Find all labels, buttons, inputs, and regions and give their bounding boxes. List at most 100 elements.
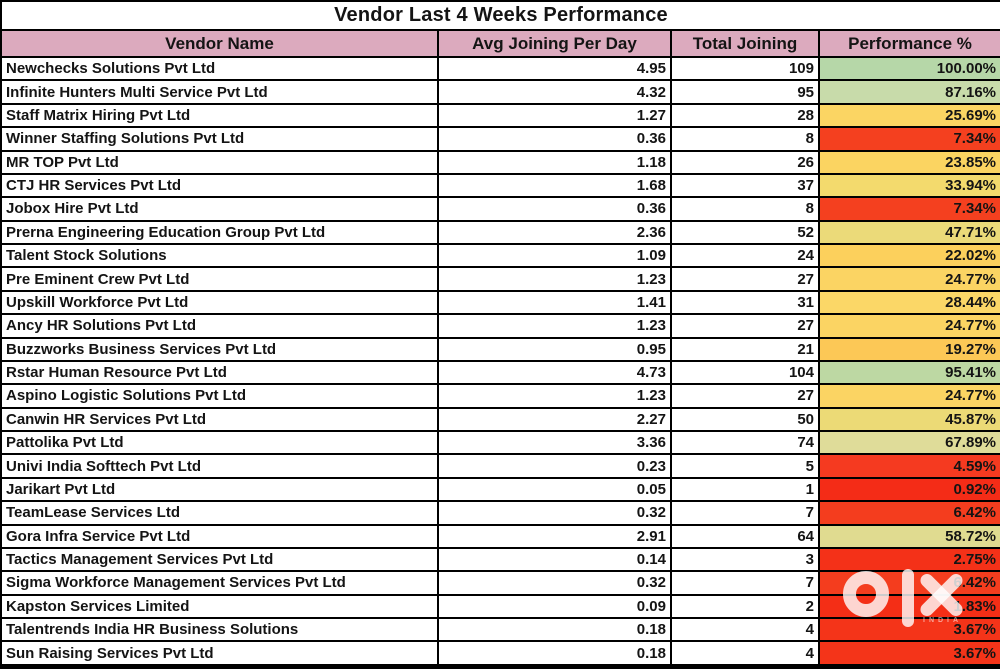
avg-joining-cell: 1.23 xyxy=(437,266,672,292)
total-joining-cell: 27 xyxy=(670,266,820,292)
table-row: Tactics Management Services Pvt Ltd 0.14… xyxy=(0,546,1000,573)
table-row: Sun Raising Services Pvt Ltd 0.18 4 3.67… xyxy=(0,640,1000,666)
vendor-name-cell: TeamLease Services Ltd xyxy=(0,500,439,526)
avg-joining-cell: 1.09 xyxy=(437,242,672,269)
performance-cell: 7.34% xyxy=(818,126,1000,152)
performance-cell: 1.83% xyxy=(818,593,1000,620)
table-row: Talentrends India HR Business Solutions … xyxy=(0,616,1000,643)
total-joining-cell: 104 xyxy=(670,359,820,386)
avg-joining-cell: 1.23 xyxy=(437,383,672,409)
page-title: Vendor Last 4 Weeks Performance xyxy=(0,0,1000,31)
avg-joining-cell: 1.68 xyxy=(437,172,672,199)
total-joining-cell: 74 xyxy=(670,429,820,456)
table-row: Prerna Engineering Education Group Pvt L… xyxy=(0,219,1000,246)
vendor-name-cell: Sun Raising Services Pvt Ltd xyxy=(0,640,439,666)
total-joining-cell: 52 xyxy=(670,219,820,246)
column-header-performance: Performance % xyxy=(818,29,1000,58)
performance-cell: 45.87% xyxy=(818,406,1000,433)
table-row: Winner Staffing Solutions Pvt Ltd 0.36 8… xyxy=(0,126,1000,152)
table-row: Pre Eminent Crew Pvt Ltd 1.23 27 24.77% xyxy=(0,266,1000,292)
performance-cell: 95.41% xyxy=(818,359,1000,386)
avg-joining-cell: 4.95 xyxy=(437,55,672,82)
performance-cell: 6.42% xyxy=(818,570,1000,596)
total-joining-cell: 5 xyxy=(670,453,820,479)
table-row: Univi India Softtech Pvt Ltd 0.23 5 4.59… xyxy=(0,453,1000,479)
table-row: Aspino Logistic Solutions Pvt Ltd 1.23 2… xyxy=(0,383,1000,409)
vendor-name-cell: Canwin HR Services Pvt Ltd xyxy=(0,406,439,433)
avg-joining-cell: 0.36 xyxy=(437,196,672,222)
performance-cell: 2.75% xyxy=(818,546,1000,573)
table-row: Infinite Hunters Multi Service Pvt Ltd 4… xyxy=(0,79,1000,105)
vendor-name-cell: Aspino Logistic Solutions Pvt Ltd xyxy=(0,383,439,409)
table-row: Sigma Workforce Management Services Pvt … xyxy=(0,570,1000,596)
performance-cell: 47.71% xyxy=(818,219,1000,246)
performance-cell: 19.27% xyxy=(818,336,1000,362)
vendor-name-cell: CTJ HR Services Pvt Ltd xyxy=(0,172,439,199)
table-row: Ancy HR Solutions Pvt Ltd 1.23 27 24.77% xyxy=(0,313,1000,339)
total-joining-cell: 26 xyxy=(670,149,820,175)
vendor-name-cell: Pre Eminent Crew Pvt Ltd xyxy=(0,266,439,292)
avg-joining-cell: 0.05 xyxy=(437,476,672,503)
table-row: Jobox Hire Pvt Ltd 0.36 8 7.34% xyxy=(0,196,1000,222)
vendor-name-cell: Sigma Workforce Management Services Pvt … xyxy=(0,570,439,596)
table-row: Jarikart Pvt Ltd 0.05 1 0.92% xyxy=(0,476,1000,503)
avg-joining-cell: 0.32 xyxy=(437,570,672,596)
avg-joining-cell: 0.32 xyxy=(437,500,672,526)
performance-cell: 25.69% xyxy=(818,102,1000,129)
avg-joining-cell: 2.91 xyxy=(437,523,672,549)
avg-joining-cell: 0.09 xyxy=(437,593,672,620)
table-row: TeamLease Services Ltd 0.32 7 6.42% xyxy=(0,500,1000,526)
performance-cell: 0.92% xyxy=(818,476,1000,503)
performance-cell: 28.44% xyxy=(818,289,1000,316)
performance-cell: 4.59% xyxy=(818,453,1000,479)
table-row: Upskill Workforce Pvt Ltd 1.41 31 28.44% xyxy=(0,289,1000,316)
total-joining-cell: 27 xyxy=(670,313,820,339)
performance-cell: 67.89% xyxy=(818,429,1000,456)
performance-cell: 3.67% xyxy=(818,640,1000,666)
avg-joining-cell: 2.27 xyxy=(437,406,672,433)
avg-joining-cell: 1.18 xyxy=(437,149,672,175)
vendor-name-cell: MR TOP Pvt Ltd xyxy=(0,149,439,175)
table-row: Newchecks Solutions Pvt Ltd 4.95 109 100… xyxy=(0,55,1000,82)
total-joining-cell: 1 xyxy=(670,476,820,503)
table-row: Kapston Services Limited 0.09 2 1.83% xyxy=(0,593,1000,620)
avg-joining-cell: 0.18 xyxy=(437,616,672,643)
table-row: Gora Infra Service Pvt Ltd 2.91 64 58.72… xyxy=(0,523,1000,549)
avg-joining-cell: 0.95 xyxy=(437,336,672,362)
total-joining-cell: 37 xyxy=(670,172,820,199)
vendor-name-cell: Ancy HR Solutions Pvt Ltd xyxy=(0,313,439,339)
performance-cell: 23.85% xyxy=(818,149,1000,175)
table-row: CTJ HR Services Pvt Ltd 1.68 37 33.94% xyxy=(0,172,1000,199)
vendor-name-cell: Rstar Human Resource Pvt Ltd xyxy=(0,359,439,386)
table-row: Canwin HR Services Pvt Ltd 2.27 50 45.87… xyxy=(0,406,1000,433)
vendor-name-cell: Tactics Management Services Pvt Ltd xyxy=(0,546,439,573)
performance-cell: 24.77% xyxy=(818,313,1000,339)
performance-cell: 24.77% xyxy=(818,383,1000,409)
total-joining-cell: 109 xyxy=(670,55,820,82)
total-joining-cell: 3 xyxy=(670,546,820,573)
avg-joining-cell: 4.32 xyxy=(437,79,672,105)
performance-cell: 100.00% xyxy=(818,55,1000,82)
total-joining-cell: 2 xyxy=(670,593,820,620)
table-header-row: Vendor Name Avg Joining Per Day Total Jo… xyxy=(0,29,1000,58)
total-joining-cell: 21 xyxy=(670,336,820,362)
vendor-name-cell: Buzzworks Business Services Pvt Ltd xyxy=(0,336,439,362)
total-joining-cell: 4 xyxy=(670,616,820,643)
total-joining-cell: 50 xyxy=(670,406,820,433)
performance-cell: 7.34% xyxy=(818,196,1000,222)
table-row: MR TOP Pvt Ltd 1.18 26 23.85% xyxy=(0,149,1000,175)
total-joining-cell: 31 xyxy=(670,289,820,316)
table-row: Rstar Human Resource Pvt Ltd 4.73 104 95… xyxy=(0,359,1000,386)
avg-joining-cell: 4.73 xyxy=(437,359,672,386)
vendor-name-cell: Kapston Services Limited xyxy=(0,593,439,620)
total-joining-cell: 8 xyxy=(670,196,820,222)
avg-joining-cell: 1.23 xyxy=(437,313,672,339)
total-joining-cell: 24 xyxy=(670,242,820,269)
total-joining-cell: 7 xyxy=(670,500,820,526)
performance-cell: 33.94% xyxy=(818,172,1000,199)
avg-joining-cell: 0.14 xyxy=(437,546,672,573)
total-joining-cell: 8 xyxy=(670,126,820,152)
total-joining-cell: 4 xyxy=(670,640,820,666)
total-joining-cell: 64 xyxy=(670,523,820,549)
vendor-name-cell: Pattolika Pvt Ltd xyxy=(0,429,439,456)
